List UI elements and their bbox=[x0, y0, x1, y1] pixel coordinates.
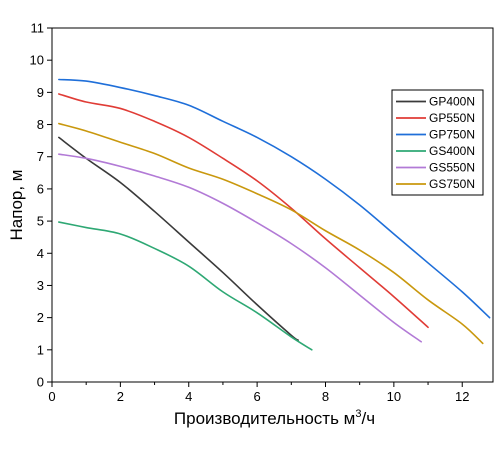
series-line-gs750n bbox=[58, 122, 484, 345]
series-line-gp550n bbox=[58, 93, 429, 329]
x-tick-label: 4 bbox=[185, 389, 192, 404]
legend-label: GP400N bbox=[429, 95, 475, 109]
plot-frame bbox=[51, 27, 494, 383]
x-tick-label: 10 bbox=[387, 389, 401, 404]
series-line-gp750n bbox=[58, 78, 491, 319]
y-tick-label: 6 bbox=[37, 181, 44, 196]
y-tick-label: 2 bbox=[37, 310, 44, 325]
y-tick-label: 5 bbox=[37, 214, 44, 229]
x-tick-label: 6 bbox=[253, 389, 260, 404]
y-tick-label: 3 bbox=[37, 278, 44, 293]
legend-label: GS750N bbox=[429, 177, 475, 191]
y-tick-label: 4 bbox=[37, 246, 44, 261]
x-axis-title-tail: /ч bbox=[361, 409, 375, 428]
x-tick-label: 8 bbox=[322, 389, 329, 404]
series-line-gs550n bbox=[58, 153, 423, 343]
x-axis-title-main: Производительность м bbox=[174, 409, 355, 428]
x-tick-label: 2 bbox=[117, 389, 124, 404]
y-tick-label: 9 bbox=[37, 85, 44, 100]
y-tick-label: 11 bbox=[31, 21, 45, 36]
x-axis-title-sup: 3 bbox=[355, 408, 361, 420]
legend-box bbox=[391, 89, 484, 196]
y-tick-label: 1 bbox=[37, 342, 44, 357]
series-line-gp400n bbox=[58, 136, 299, 341]
series-layer bbox=[58, 78, 491, 351]
legend: GP400N GP550N GP750N GS400N GS550N GS750N bbox=[391, 89, 484, 196]
y-tick-label: 8 bbox=[37, 117, 44, 132]
x-axis: 0 2 4 6 8 10 12 bbox=[48, 382, 469, 404]
y-tick-label: 7 bbox=[37, 149, 44, 164]
legend-label: GS550N bbox=[429, 161, 475, 175]
y-tick-label: 0 bbox=[37, 375, 44, 390]
series-line-gs400n bbox=[58, 221, 313, 351]
legend-label: GS400N bbox=[429, 144, 475, 158]
x-tick-label: 12 bbox=[455, 389, 469, 404]
y-tick-label: 10 bbox=[30, 53, 44, 68]
legend-label: GP750N bbox=[429, 128, 475, 142]
y-axis-title: Напор, м bbox=[7, 170, 26, 241]
y-axis: 0 1 2 3 4 5 6 7 8 9 10 11 bbox=[30, 21, 52, 390]
legend-label: GP550N bbox=[429, 111, 475, 125]
x-tick-label: 0 bbox=[48, 389, 55, 404]
x-axis-title: Производительность м3/ч bbox=[174, 408, 375, 428]
